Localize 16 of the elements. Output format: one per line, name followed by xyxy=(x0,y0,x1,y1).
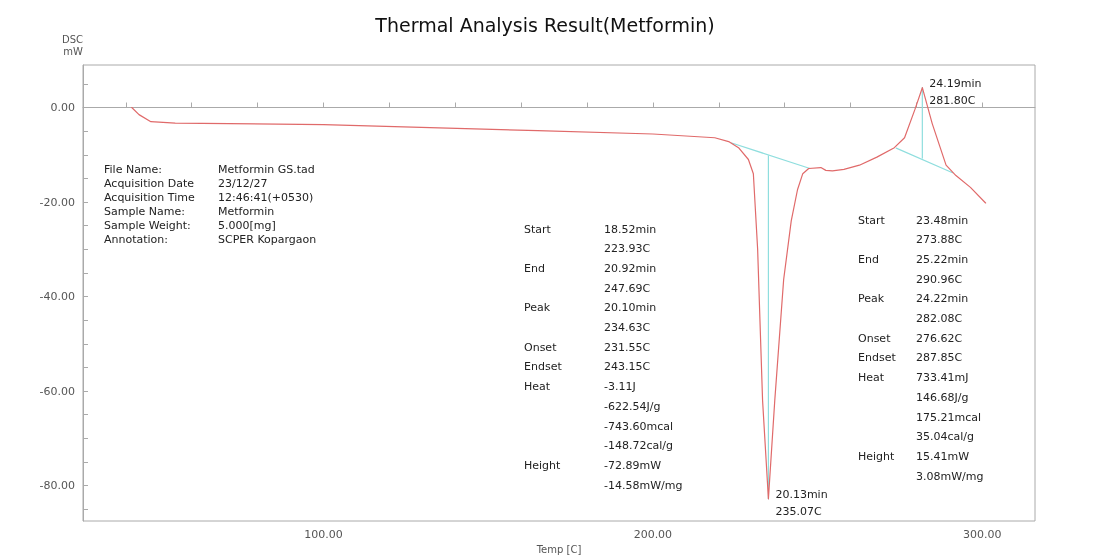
text: Start 23.48min 273.88C End 25.22min 290.96C Peak 24.22min 282.08C Onset 276.62C Endset 287.85C Heat 733.41mJ 146.68J/g 175.21mcal 35.04cal/g Height 15.41mW 3.08mW/mg xyxy=(858,213,984,483)
y-tick-label: -40.00 xyxy=(39,290,75,304)
x-tick-label: 200.00 xyxy=(633,528,673,541)
y-tick-label: 0.00 xyxy=(50,101,75,115)
y-tick-label: -60.00 xyxy=(39,384,75,398)
annotation: 24.19min 281.80C xyxy=(929,77,982,108)
annotation: 20.13min 235.07C xyxy=(775,488,828,519)
y-tick-label: -20.00 xyxy=(39,195,75,209)
x-tick-label: 100.00 xyxy=(304,528,343,541)
text: File Name: Metformin GS.tad Acquisition Date 23/12/27 Acquisition Time 12:46:41(+0530) Sample Name: Metformin Sample Weight: 5.000[mg] Annotation: SCPER Kopargaon xyxy=(104,162,317,246)
x-axis-title: Temp [C] xyxy=(535,544,582,556)
text: Start 18.52min 223.93C End 20.92min 247.69C Peak 20.10min 234.63C Onset 231.55C Endset 243.15C Heat -3.11J -622.54J/g -743.60mcal -148.72cal/g Height -72.89mW -14.58mW/mg xyxy=(524,222,683,492)
y-tick-label: -80.00 xyxy=(39,479,75,493)
chart-title: Thermal Analysis Result(Metformin) xyxy=(374,13,715,36)
y-axis-title: DSC mW xyxy=(61,33,84,57)
x-tick-label: 300.00 xyxy=(963,528,1002,541)
